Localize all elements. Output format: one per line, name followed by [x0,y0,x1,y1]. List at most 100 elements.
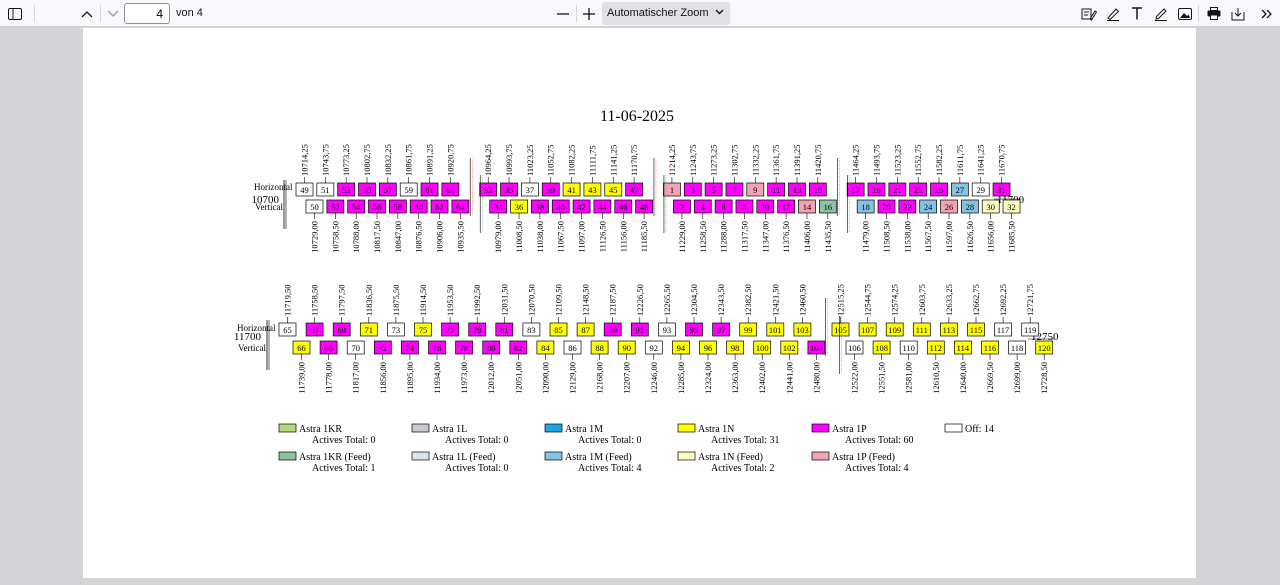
frequency-label: 11582,25 [934,144,944,176]
transponder-number: 37 [526,185,535,195]
transponder-number: 55 [363,185,372,195]
frequency-label: 12480,00 [811,362,821,394]
transponder-number: 22 [903,202,912,212]
frequency-label: 11067,50 [556,221,566,253]
frequency-label: 12343,50 [716,284,726,316]
frequency-label: 11479,00 [861,221,871,253]
save-download-icon[interactable] [1227,3,1249,24]
transponder-number: 43 [588,185,597,195]
page-count-label: von 4 [176,7,203,19]
zoom-select-value: Automatischer Zoom [607,7,709,19]
frequency-label: 11538,00 [902,221,912,253]
frequency-label: 12363,00 [730,362,740,394]
frequency-label: 12090,00 [540,362,550,394]
frequency-label: 11082,25 [567,144,577,176]
transponder-number: 6 [721,202,725,212]
frequency-label: 12544,75 [863,284,873,316]
frequency-label: 12574,25 [890,284,900,316]
frequency-label: 12669,50 [985,362,995,394]
highlight-text-icon[interactable] [1078,3,1100,24]
frequency-label: 10891,25 [425,144,435,176]
legend-swatch [811,451,830,461]
add-image-icon[interactable] [1174,3,1196,24]
draw-icon[interactable] [1150,3,1172,24]
frequency-label: 12522,00 [850,362,860,394]
frequency-label: 12640,00 [958,362,968,394]
legend-swatch [677,423,696,433]
frequency-label: 10861,75 [404,144,414,176]
transponder-number: 99 [744,325,753,335]
frequency-label: 10729,00 [310,221,320,253]
zoom-out-icon[interactable] [552,3,574,24]
frequency-label: 10788,00 [351,221,361,253]
pdf-page: 11-06-2025 HorizontalVertical10700117004… [83,28,1196,578]
highlight-icon[interactable] [1102,3,1124,24]
print-icon[interactable] [1203,3,1225,24]
frequency-label: 11685,50 [1007,221,1017,253]
page-number-input[interactable] [124,3,170,24]
frequency-label: 12012,00 [486,362,496,394]
transponder-number: 73 [392,325,401,335]
transponder-number: 83 [527,325,536,335]
legend-label: Astra 1M [565,424,603,435]
transponder-number: 33 [484,185,493,195]
frequency-label: 12603,75 [917,284,927,316]
transponder-number: 31 [997,185,1006,195]
transponder-number: 45 [609,185,618,195]
transponder-number: 21 [893,185,902,195]
transponder-number: 18 [861,202,870,212]
transponder-number: 96 [704,343,713,353]
transponder-number: 71 [365,325,374,335]
transponder-number: 38 [536,202,545,212]
legend-actives: Actives Total: 60 [845,435,914,446]
frequency-label: 11229,00 [677,221,687,253]
frequency-label: 11126,50 [597,221,607,252]
frequency-label: 12662,75 [971,284,981,316]
legend-label: Astra 1P [832,424,867,435]
transponder-number: 106 [848,343,861,353]
frequency-label: 11097,00 [577,221,587,253]
transponder-number: 113 [943,325,955,335]
transponder-number: 94 [677,343,686,353]
transponder-number: 57 [384,185,393,195]
zoom-in-icon[interactable] [578,3,600,24]
transponder-number: 89 [608,325,617,335]
transponder-number: 11 [772,185,780,195]
next-page-icon[interactable] [102,3,124,24]
frequency-label: 12551,50 [877,362,887,394]
frequency-label: 12109,50 [554,284,564,316]
transponder-number: 65 [283,325,292,335]
transponder-number: 4 [701,202,706,212]
zoom-select[interactable]: Automatischer Zoom [602,2,730,25]
previous-page-icon[interactable] [76,3,98,24]
frequency-label: 11670,75 [997,144,1007,176]
frequency-label: 12129,00 [568,362,578,394]
transponder-number: 23 [914,185,923,195]
transponder-number: 82 [514,343,523,353]
transponder-number: 13 [793,185,802,195]
legend-swatch [278,451,297,461]
transponder-number: 72 [379,343,388,353]
transponder-number: 47 [630,185,639,195]
sidebar-toggle-icon[interactable] [3,3,27,24]
frequency-label: 12581,00 [904,362,914,394]
transponder-number: 51 [321,185,330,195]
frequency-label: 11317,50 [739,221,749,253]
transponder-number: 81 [500,325,509,335]
transponder-number: 98 [731,343,740,353]
frequency-label: 10773,25 [341,144,351,176]
frequency-label: 12633,25 [944,284,954,316]
transponder-number: 116 [984,343,996,353]
frequency-label: 12051,00 [513,362,523,394]
frequency-label: 11817,00 [351,362,361,394]
transponder-number: 120 [1038,343,1051,353]
legend-actives: Actives Total: 31 [711,435,780,446]
frequency-label: 11992,50 [472,284,482,316]
transponder-number: 95 [690,325,699,335]
frequency-label: 11288,00 [719,221,729,253]
frequency-label: 11156,00 [618,221,628,252]
frequency-label: 11875,50 [391,284,401,316]
more-tools-icon[interactable] [1256,3,1278,24]
transponder-number: 19 [872,185,881,195]
text-tool-icon[interactable] [1126,3,1148,24]
